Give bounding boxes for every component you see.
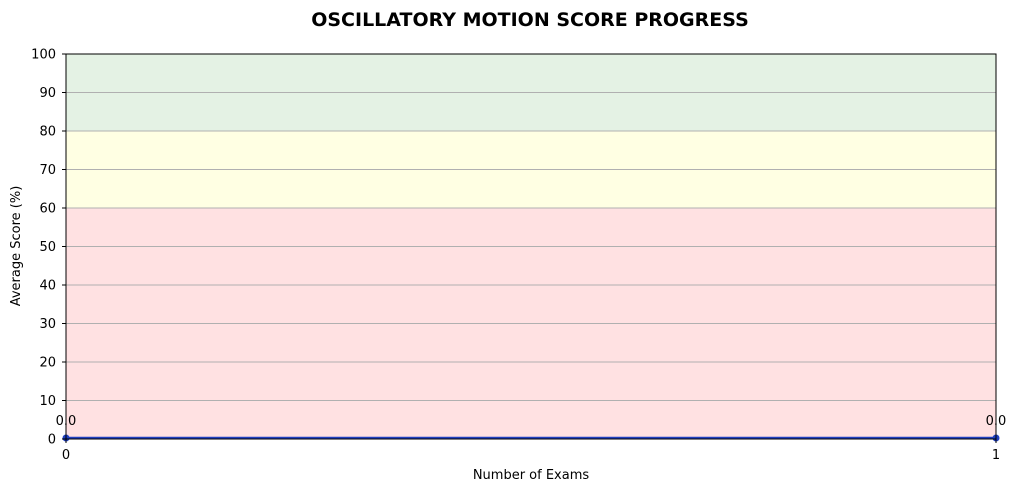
- y-tick-label-6: 60: [39, 202, 56, 217]
- y-tick-label-8: 80: [39, 125, 56, 140]
- y-tick-label-10: 100: [31, 48, 56, 63]
- y-tick-label-1: 10: [39, 394, 56, 409]
- y-tick-label-7: 70: [39, 163, 56, 178]
- y-tick-label-0: 0: [48, 433, 56, 448]
- y-tick-label-2: 20: [39, 356, 56, 371]
- chart-title: OSCILLATORY MOTION SCORE PROGRESS: [311, 9, 749, 31]
- y-axis-label: Average Score (%): [9, 186, 24, 307]
- x-tick-label-0: 0: [62, 448, 70, 463]
- data-labels: 0.0 0.0: [56, 414, 1007, 429]
- x-tick-label-1: 1: [992, 448, 1000, 463]
- data-label-1: 0.0: [986, 414, 1007, 429]
- gridlines: [66, 53, 996, 440]
- x-axis-label: Number of Exams: [473, 468, 590, 483]
- axis-ticks: 0 10 20 30 40 50 60 70 80 90 100 0 1: [31, 48, 1000, 464]
- y-tick-label-3: 30: [39, 317, 56, 332]
- y-tick-label-9: 90: [39, 86, 56, 101]
- y-tick-label-4: 40: [39, 279, 56, 294]
- data-label-0: 0.0: [56, 414, 77, 429]
- y-tick-label-5: 50: [39, 240, 56, 255]
